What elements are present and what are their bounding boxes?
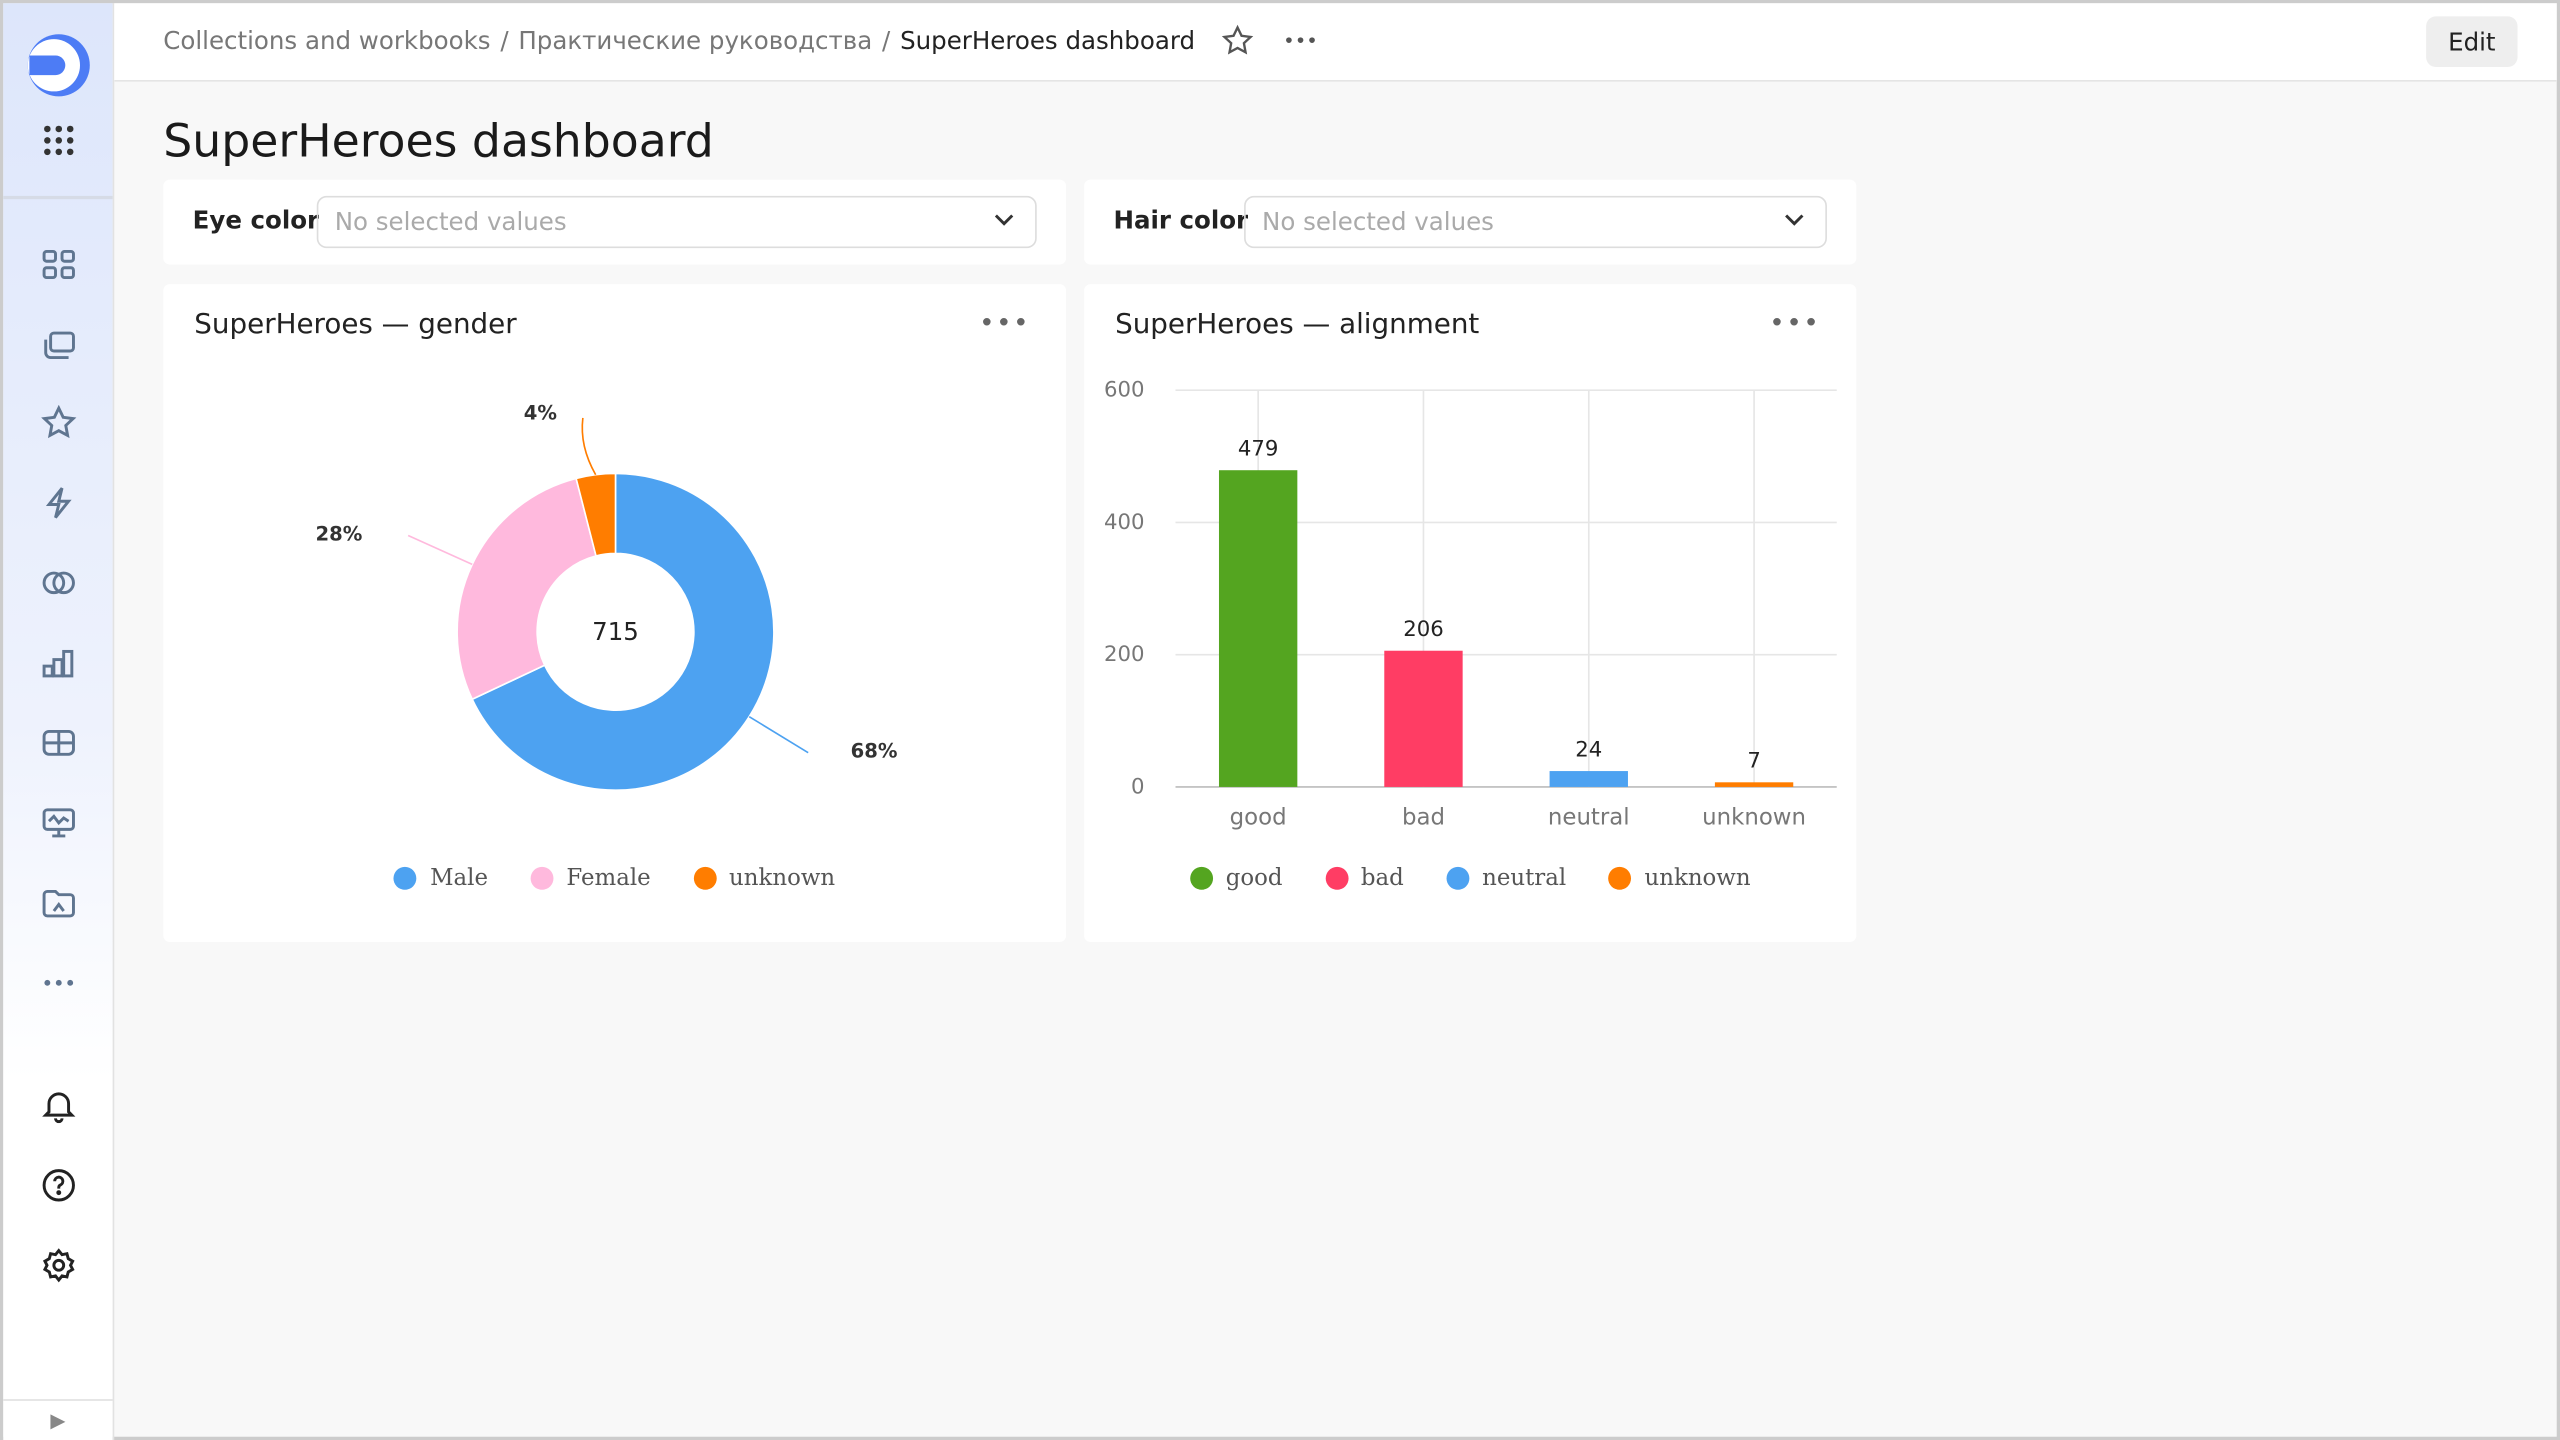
pie-slice-Female <box>456 477 598 701</box>
chart-legend: Male Female unknown <box>163 865 1066 891</box>
bar-bad <box>1384 650 1463 787</box>
legend-marker <box>693 866 716 890</box>
x-tick-label: good <box>1230 804 1287 830</box>
breadcrumb-separator: / <box>500 26 509 56</box>
widget-menu-icon[interactable]: ••• <box>1769 306 1821 338</box>
pie-slice-Male <box>471 472 775 792</box>
bar-data-label: 206 <box>1403 617 1444 642</box>
bar-neutral <box>1549 771 1628 787</box>
chart-title: SuperHeroes — alignment <box>1115 308 1480 342</box>
filter-eye-color: Eye color No selected values <box>163 179 1067 265</box>
pie-slice-unknown <box>575 472 617 557</box>
folder-icon[interactable] <box>38 882 80 924</box>
pie-total-label: 715 <box>592 617 639 646</box>
chevron-down-icon <box>993 209 1016 238</box>
help-icon[interactable] <box>38 1164 80 1206</box>
legend-label: unknown <box>729 865 836 892</box>
breadcrumb-guides[interactable]: Практические руководства <box>518 26 873 56</box>
connections-lightning-icon[interactable] <box>38 482 80 524</box>
pie-data-label: 28% <box>316 522 363 545</box>
bar-chart: 0 200 400 600 479 good 206 bad 24 neutral 7 unknown <box>1104 378 1837 830</box>
eye-color-select[interactable]: No selected values <box>316 195 1037 249</box>
select-placeholder: No selected values <box>334 207 567 237</box>
expand-icon[interactable]: ▶ <box>3 1399 113 1440</box>
y-tick-label: 400 <box>1104 510 1145 535</box>
notifications-bell-icon[interactable] <box>38 1084 80 1126</box>
breadcrumb: Collections and workbooks / Практические… <box>163 24 1318 57</box>
legend-label: bad <box>1360 865 1404 892</box>
breadcrumb-separator: / <box>882 26 891 56</box>
legend-item-bad[interactable]: bad <box>1324 865 1404 892</box>
logo-icon[interactable] <box>26 33 91 98</box>
legend-label: neutral <box>1482 865 1567 892</box>
breadcrumb-current: SuperHeroes dashboard <box>900 26 1196 56</box>
legend-label: Female <box>566 865 651 892</box>
y-tick-label: 0 <box>1131 774 1145 799</box>
datasets-icon[interactable] <box>38 562 80 604</box>
pie-chart: 68% 28% 4% 715 <box>316 402 898 792</box>
y-tick-label: 200 <box>1104 642 1145 667</box>
pie-leader-line <box>407 534 473 566</box>
select-placeholder: No selected values <box>1262 207 1494 237</box>
pie-data-label: 4% <box>524 402 557 425</box>
settings-gear-icon[interactable] <box>38 1244 80 1286</box>
apps-grid-icon[interactable] <box>38 119 80 161</box>
bar-data-label: 24 <box>1575 737 1602 762</box>
legend-label: unknown <box>1644 865 1751 892</box>
legend-label: good <box>1225 865 1283 892</box>
charts-icon[interactable] <box>38 642 80 684</box>
sidebar: ▶ <box>3 3 115 1440</box>
x-tick-label: bad <box>1402 804 1445 830</box>
y-tick-label: 600 <box>1104 378 1145 403</box>
chart-title: SuperHeroes — gender <box>194 308 517 342</box>
legend-marker <box>1189 866 1213 890</box>
breadcrumb-collections[interactable]: Collections and workbooks <box>163 26 491 56</box>
hair-color-select[interactable]: No selected values <box>1244 195 1827 249</box>
more-icon[interactable] <box>38 962 80 1004</box>
legend-item-Male[interactable]: Male <box>394 865 488 891</box>
edit-button[interactable]: Edit <box>2426 16 2518 67</box>
legend-marker <box>1608 866 1632 890</box>
bar-data-label: 7 <box>1747 749 1761 774</box>
page-title: SuperHeroes dashboard <box>163 114 714 169</box>
alignment-chart-widget: SuperHeroes — alignment ••• 0 200 400 600 47… <box>1084 284 1857 943</box>
pie-data-label: 68% <box>851 740 898 763</box>
gender-chart-widget: SuperHeroes — gender ••• 68% 28% 4% 715 Mal… <box>163 284 1067 943</box>
legend-item-unknown[interactable]: unknown <box>693 865 835 891</box>
x-tick-label: unknown <box>1702 804 1806 830</box>
legend-marker <box>1324 866 1348 890</box>
more-actions-icon[interactable]: ••• <box>1283 29 1318 53</box>
header: Collections and workbooks / Практические… <box>114 3 2557 82</box>
legend-item-unknown[interactable]: unknown <box>1608 865 1751 892</box>
favorite-star-icon[interactable] <box>1221 24 1254 57</box>
legend-marker <box>530 866 554 890</box>
legend-item-good[interactable]: good <box>1189 865 1283 892</box>
legend-marker <box>394 866 418 890</box>
pie-leader-line <box>581 417 597 476</box>
monitoring-icon[interactable] <box>38 802 80 844</box>
bar-unknown <box>1714 782 1794 787</box>
chevron-down-icon <box>1783 209 1806 238</box>
legend-label: Male <box>430 865 489 892</box>
sidebar-top <box>3 3 113 200</box>
filter-label: Hair color <box>1113 205 1249 236</box>
legend-item-neutral[interactable]: neutral <box>1446 865 1566 891</box>
bar-data-label: 479 <box>1238 437 1279 462</box>
favorites-star-icon[interactable] <box>38 402 80 444</box>
pie-leader-line <box>748 715 809 754</box>
dashboards-icon[interactable] <box>38 243 80 285</box>
collections-icon[interactable] <box>38 323 80 365</box>
filter-label: Eye color <box>192 205 320 236</box>
tables-icon[interactable] <box>38 722 80 764</box>
chart-legend: good bad neutral unknown <box>1084 865 1856 891</box>
widget-menu-icon[interactable]: ••• <box>979 306 1031 338</box>
x-tick-label: neutral <box>1548 804 1630 830</box>
legend-item-Female[interactable]: Female <box>530 865 651 892</box>
bar-good <box>1218 470 1298 787</box>
legend-marker <box>1446 866 1470 890</box>
filter-hair-color: Hair color No selected values <box>1084 179 1857 265</box>
